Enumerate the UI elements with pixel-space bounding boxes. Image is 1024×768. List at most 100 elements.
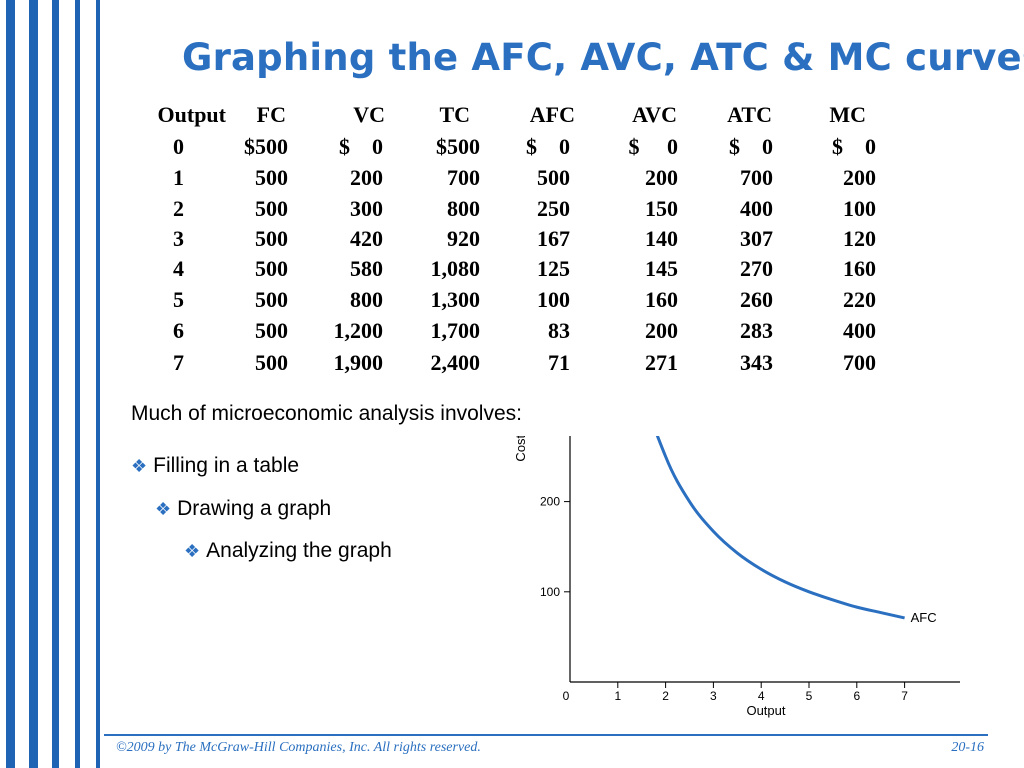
table-cell: 800 <box>350 287 383 312</box>
table-cell: 145 <box>645 256 678 281</box>
series-line <box>655 436 905 620</box>
table-cell: $ 0 <box>526 134 570 159</box>
x-tick-label: 7 <box>901 689 908 703</box>
table-cell: 500 <box>255 350 288 375</box>
table-cell: 140 <box>645 226 678 251</box>
table-cell: 343 <box>740 350 773 375</box>
table-cell: 500 <box>255 287 288 312</box>
table-cell: 920 <box>447 226 480 251</box>
table-cell: 160 <box>645 287 678 312</box>
table-header-cell: VC <box>353 102 385 127</box>
table-cell: 120 <box>843 226 876 251</box>
table-cell: 6 <box>173 318 184 343</box>
cost-table: Output FC VC TC AFC AVC ATC MC 0 $500 $ 0 $500 $ 0 $ … <box>157 102 876 375</box>
afc-chart: 10020030040050001234567OutputCost ($)Fix… <box>513 436 960 718</box>
table-cell: 283 <box>740 318 773 343</box>
table-cell: 500 <box>255 226 288 251</box>
slide-number: 20-16 <box>951 740 984 755</box>
table-cell: 125 <box>537 256 570 281</box>
table-cell: 260 <box>740 287 773 312</box>
slide-title: Graphing the AFC, AVC, ATC & MC curves <box>182 36 1024 79</box>
table-cell: 700 <box>447 165 480 190</box>
x-axis-label: Output <box>746 703 785 718</box>
bullet-item: ❖ Drawing a graph <box>155 497 331 521</box>
table-cell: $ 0 <box>832 134 876 159</box>
y-axis-label: Cost ($) <box>513 436 528 462</box>
series-label: AFC <box>911 610 937 625</box>
table-cell: 270 <box>740 256 773 281</box>
x-tick-label: 6 <box>853 689 860 703</box>
table-cell: $ 0 <box>729 134 773 159</box>
table-cell: 167 <box>537 226 570 251</box>
table-cell: 200 <box>645 318 678 343</box>
decor-stripe-1 <box>6 0 15 768</box>
table-cell: 0 <box>173 134 184 159</box>
table-cell: 1,080 <box>430 256 481 281</box>
x-tick-label: 4 <box>758 689 765 703</box>
x-tick-label: 3 <box>710 689 717 703</box>
bullet-label: Analyzing the graph <box>206 539 392 562</box>
table-cell: 200 <box>843 165 876 190</box>
table-cell: 1,900 <box>333 350 384 375</box>
copyright-text: ©2009 by The McGraw-Hill Companies, Inc.… <box>116 740 481 755</box>
y-tick-label: 100 <box>540 585 560 599</box>
table-cell: 5 <box>173 287 184 312</box>
table-cell: $ 0 <box>628 134 679 159</box>
table-header-cell: MC <box>829 102 866 127</box>
bullet-item: ❖ Filling in a table <box>131 454 299 478</box>
table-cell: 500 <box>255 256 288 281</box>
table-cell: $500 <box>436 134 480 159</box>
y-tick-label: 200 <box>540 495 560 509</box>
table-cell: 700 <box>843 350 876 375</box>
table-cell: 700 <box>740 165 773 190</box>
table-cell: 400 <box>843 318 876 343</box>
decor-stripe-4 <box>75 0 80 768</box>
table-header-cell: AFC <box>529 102 575 127</box>
table-cell: 160 <box>843 256 876 281</box>
table-cell: $ 0 <box>339 134 383 159</box>
bullet-label: Filling in a table <box>153 454 300 477</box>
table-cell: 580 <box>350 256 383 281</box>
table-cell: 800 <box>447 196 480 221</box>
table-cell: 1,200 <box>333 318 384 343</box>
table-cell: 4 <box>173 256 184 281</box>
table-header-cell: TC <box>439 102 470 127</box>
x-tick-label: 5 <box>806 689 813 703</box>
diamond-bullet-icon: ❖ <box>131 455 148 476</box>
table-cell: 250 <box>537 196 570 221</box>
table-cell: $500 <box>244 134 288 159</box>
table-header-cell: AVC <box>632 102 677 127</box>
table-cell: 2,400 <box>430 350 481 375</box>
table-cell: 3 <box>173 226 184 251</box>
bullet-item: ❖ Analyzing the graph <box>184 539 392 563</box>
footer-divider <box>104 734 988 736</box>
table-cell: 100 <box>843 196 876 221</box>
table-cell: 1 <box>173 165 184 190</box>
table-cell: 307 <box>740 226 773 251</box>
table-cell: 83 <box>548 318 570 343</box>
table-cell: 500 <box>255 165 288 190</box>
table-header-cell: Output <box>157 102 226 127</box>
x-tick-label: 2 <box>662 689 669 703</box>
table-cell: 1,300 <box>430 287 481 312</box>
bullet-label: Drawing a graph <box>177 497 332 520</box>
table-cell: 500 <box>255 318 288 343</box>
table-cell: 500 <box>537 165 570 190</box>
table-header-cell: ATC <box>727 102 772 127</box>
table-cell: 300 <box>350 196 383 221</box>
table-cell: 271 <box>645 350 678 375</box>
intro-text: Much of microeconomic analysis involves: <box>131 402 522 425</box>
table-cell: 220 <box>843 287 876 312</box>
decor-stripe-3 <box>52 0 59 768</box>
table-cell: 400 <box>740 196 773 221</box>
table-cell: 420 <box>350 226 383 251</box>
table-cell: 7 <box>173 350 184 375</box>
x-tick-label: 0 <box>563 689 570 703</box>
table-cell: 150 <box>645 196 678 221</box>
table-cell: 1,700 <box>430 318 481 343</box>
decor-stripe-5 <box>96 0 100 768</box>
diamond-bullet-icon: ❖ <box>184 540 201 561</box>
decor-stripe-2 <box>29 0 38 768</box>
x-tick-label: 1 <box>614 689 621 703</box>
table-cell: 200 <box>645 165 678 190</box>
